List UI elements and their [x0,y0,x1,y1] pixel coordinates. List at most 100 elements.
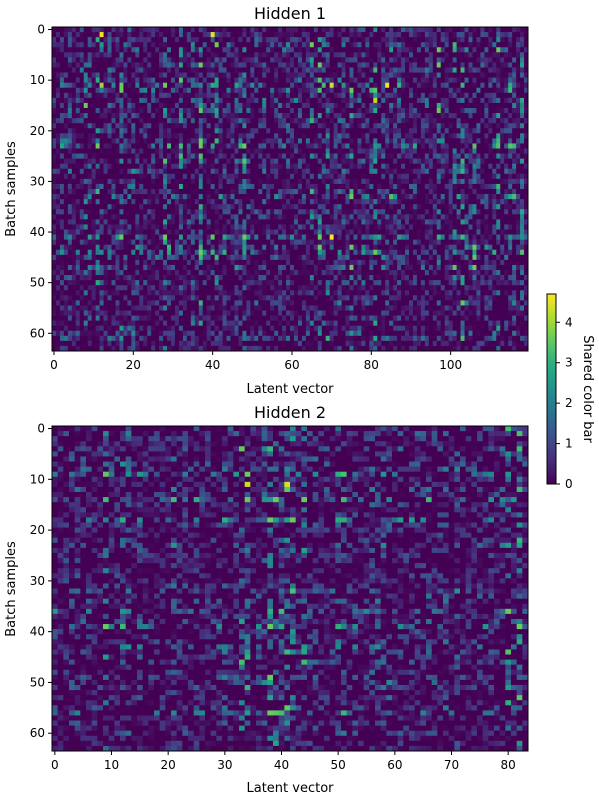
heatmap-cell [345,57,350,63]
heatmap-cell [262,72,267,78]
heatmap-cell [504,62,509,68]
heatmap-cell [75,224,81,230]
heatmap-cell [321,42,327,48]
heatmap-cell [151,72,156,78]
heatmap-cell [87,199,93,205]
heatmap-cell [254,42,259,48]
heatmap-cell [333,77,338,84]
heatmap-cell [432,229,438,235]
heatmap-cell [198,189,204,195]
heatmap-cell [373,138,378,144]
heatmap-cell [357,118,362,124]
heatmap-cell [460,209,465,215]
heatmap-cell [167,42,172,48]
heatmap-cell [55,173,61,180]
heatmap-cell [436,57,442,63]
heatmap-cell [365,72,370,78]
heatmap-cell [500,183,505,190]
heatmap-cell [508,163,513,170]
heatmap-cell [59,138,65,144]
heatmap-cell [468,194,473,200]
heatmap-cell [353,97,358,104]
heatmap-cell [440,153,446,159]
heatmap-cell [171,183,176,190]
heatmap-cell [432,128,438,134]
heatmap-cell [385,87,390,94]
heatmap-cell [492,204,497,210]
heatmap-cell [337,57,342,63]
heatmap-cell [87,27,93,33]
heatmap-cell [206,138,212,144]
heatmap-cell [226,27,231,33]
heatmap-cell [409,97,414,104]
heatmap-cell [266,97,271,104]
heatmap-cell [91,214,96,220]
heatmap-cell [202,47,208,53]
heatmap-cell [151,178,156,185]
heatmap-cell [127,62,132,68]
heatmap-cell [389,32,394,38]
heatmap-cell [123,148,128,154]
heatmap-cell [91,128,96,134]
heatmap-cell [63,209,69,215]
heatmap-cell [214,178,219,185]
heatmap-cell [416,183,422,190]
heatmap-cell [349,128,354,134]
heatmap-cell [63,108,69,114]
heatmap-cell [155,57,160,63]
heatmap-cell [111,108,116,114]
heatmap-cell [171,62,176,68]
heatmap-cell [67,57,73,63]
heatmap-cell [424,183,430,190]
heatmap-cell [389,72,394,78]
heatmap-cell [452,118,457,124]
heatmap-cell [206,224,212,230]
heatmap-cell [250,102,255,109]
heatmap-cell [230,52,235,58]
heatmap-cell [436,92,442,99]
heatmap-cell [71,153,77,159]
heatmap-cell [75,204,81,210]
heatmap-cell [341,102,346,109]
heatmap-cell [278,158,283,165]
heatmap-cell [460,158,465,165]
heatmap-cell [440,118,446,124]
heatmap-cell [103,118,108,124]
heatmap-cell [432,47,438,53]
heatmap-cell [282,108,287,114]
heatmap-cell [103,173,108,180]
heatmap-cell [214,219,219,225]
heatmap-cell [206,32,212,38]
heatmap-cell [99,138,104,144]
heatmap-cell [202,72,208,78]
heatmap-cell [190,158,196,165]
heatmap-cell [198,27,204,33]
heatmap-cell [171,163,176,170]
heatmap-cell [317,92,323,99]
heatmap-cell [432,113,438,119]
heatmap-cell [409,108,414,114]
heatmap-cell [99,87,104,94]
heatmap-cell [194,219,200,225]
heatmap-cell [71,183,77,190]
heatmap-cell [329,102,334,109]
heatmap-cell [329,113,334,119]
heatmap-cell [238,113,243,119]
heatmap-cell [290,153,295,159]
heatmap-cell [317,138,323,144]
heatmap-cell [448,178,453,185]
heatmap-cell [405,153,410,159]
heatmap-cell [83,97,89,104]
heatmap-cell [67,102,73,109]
heatmap-cell [456,194,461,200]
heatmap-cell [301,62,307,68]
heatmap-cell [365,183,370,190]
heatmap-cell [214,92,219,99]
heatmap-cell [464,168,469,175]
heatmap-cell [428,178,434,185]
heatmap-cell [83,153,89,159]
heatmap-cell [345,113,350,119]
heatmap-cell [373,82,378,89]
heatmap-cell [480,214,485,220]
heatmap-cell [238,224,243,230]
